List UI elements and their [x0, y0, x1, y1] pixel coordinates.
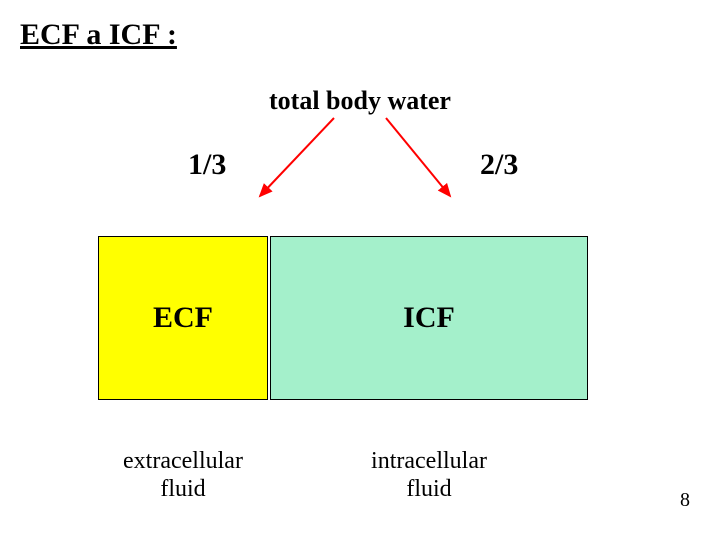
fraction-left: 1/3	[188, 148, 226, 182]
ecf-sublabel-line2: fluid	[160, 476, 205, 502]
arrow-right	[386, 118, 450, 196]
icf-sublabel-line1: intracellular	[371, 448, 487, 474]
slide-subtitle: total body water	[0, 86, 720, 116]
slide-title: ECF a ICF :	[20, 18, 177, 52]
icf-box-label: ICF	[403, 301, 455, 335]
ecf-box: ECF	[98, 236, 268, 400]
icf-sublabel: intracellular fluid	[270, 448, 588, 503]
icf-box: ICF	[270, 236, 588, 400]
ecf-box-label: ECF	[153, 301, 213, 335]
slide: ECF a ICF : total body water 1/3 2/3 ECF…	[0, 0, 720, 540]
icf-sublabel-line2: fluid	[406, 476, 451, 502]
fraction-right: 2/3	[480, 148, 518, 182]
page-number: 8	[680, 489, 690, 512]
ecf-sublabel-line1: extracellular	[123, 448, 243, 474]
ecf-sublabel: extracellular fluid	[98, 448, 268, 503]
arrow-left	[260, 118, 334, 196]
